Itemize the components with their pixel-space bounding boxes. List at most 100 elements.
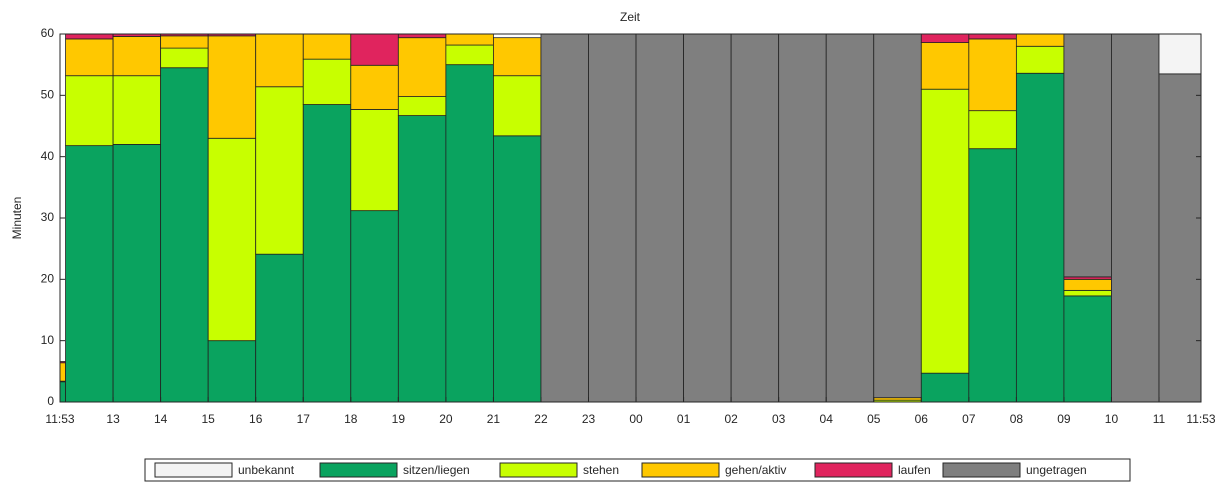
- bar-segment: [588, 33, 637, 403]
- x-tick-label: 00: [629, 412, 643, 426]
- bar-segment: [1015, 45, 1065, 74]
- bar-segment: [350, 64, 399, 110]
- y-tick-label: 30: [41, 210, 55, 224]
- x-tick-label: 05: [867, 412, 881, 426]
- legend-label: sitzen/liegen: [403, 463, 470, 477]
- bar-segment: [920, 372, 970, 403]
- x-tick-label: 11: [1153, 412, 1166, 426]
- bar-segment: [493, 75, 542, 137]
- x-tick-label: 16: [249, 412, 263, 426]
- bar-segment: [397, 115, 447, 403]
- legend-swatch: [154, 462, 233, 478]
- bar-segment: [445, 44, 494, 66]
- x-tick-label: 10: [1105, 412, 1119, 426]
- legend-label: gehen/aktiv: [725, 463, 786, 477]
- bar-segment: [873, 33, 922, 399]
- bar-segment: [540, 33, 589, 403]
- bar-segment: [778, 33, 827, 403]
- bar-segment: [1063, 289, 1112, 297]
- y-tick-label: 0: [47, 394, 54, 408]
- bar-segment: [968, 33, 1017, 40]
- x-tick-label: 21: [487, 412, 501, 426]
- x-tick-label: 18: [344, 412, 358, 426]
- bar-segment: [968, 38, 1017, 112]
- y-tick-label: 60: [41, 26, 55, 40]
- x-tick-label: 19: [392, 412, 406, 426]
- bar-segment: [920, 33, 970, 43]
- x-tick-label: 15: [201, 412, 215, 426]
- legend-label: ungetragen: [1026, 463, 1087, 477]
- legend-label: stehen: [583, 463, 619, 477]
- bar-segment: [1158, 73, 1202, 403]
- x-tick-label: 22: [534, 412, 548, 426]
- bar-segment: [59, 381, 66, 403]
- legend-swatch: [814, 462, 893, 478]
- legend-label: laufen: [898, 463, 931, 477]
- bar-segment: [397, 96, 447, 116]
- bar-segment: [1063, 295, 1112, 403]
- x-tick-label: 04: [820, 412, 834, 426]
- bar-segment: [302, 33, 352, 60]
- bar-segment: [255, 86, 304, 255]
- x-tick-label: 06: [915, 412, 929, 426]
- x-tick-label: 02: [724, 412, 738, 426]
- bar-segment: [302, 104, 352, 403]
- x-tick-label: 20: [439, 412, 453, 426]
- bar-segment: [302, 58, 352, 105]
- x-tick-label: 07: [962, 412, 976, 426]
- bar-segment: [65, 38, 114, 77]
- y-axis-label: Minuten: [10, 197, 24, 240]
- x-tick-label: 08: [1010, 412, 1024, 426]
- bar-segment: [397, 37, 447, 97]
- legend-swatch: [942, 462, 1021, 478]
- bar-segment: [730, 33, 780, 403]
- bar-segment: [445, 33, 494, 46]
- bar-segment: [160, 35, 209, 49]
- bar-segment: [112, 143, 162, 403]
- bar-segment: [59, 361, 66, 364]
- bar-segment: [160, 47, 209, 69]
- x-tick-label: 01: [677, 412, 691, 426]
- bar-segment: [1158, 33, 1202, 75]
- legend-swatch: [641, 462, 720, 478]
- bar-segment: [1015, 72, 1065, 403]
- bar-segment: [1063, 278, 1112, 291]
- bar-segment: [683, 33, 732, 403]
- bar-segment: [920, 88, 970, 374]
- legend-swatch: [499, 462, 578, 478]
- bar-segment: [65, 75, 114, 147]
- x-tick-label: 13: [106, 412, 120, 426]
- bar-segment: [160, 67, 209, 403]
- bar-segment: [207, 35, 257, 139]
- bar-segment: [65, 145, 114, 403]
- bar-segment: [207, 340, 257, 403]
- bar-segment: [1111, 33, 1160, 403]
- bar-segment: [59, 362, 66, 382]
- bar-segment: [493, 135, 542, 403]
- chart-title: Zeit: [620, 10, 641, 24]
- bar-segment: [350, 210, 399, 403]
- bar-segment: [350, 33, 399, 66]
- y-tick-label: 20: [41, 272, 55, 286]
- bar-segment: [1015, 33, 1065, 47]
- bar-segment: [255, 253, 304, 403]
- bar-segment: [207, 137, 257, 342]
- bar-segment: [920, 42, 970, 90]
- x-tick-label: 23: [582, 412, 596, 426]
- bar-segment: [635, 33, 684, 403]
- x-tick-label: 14: [154, 412, 168, 426]
- y-tick-label: 50: [41, 88, 55, 102]
- bar-segment: [1063, 33, 1112, 278]
- bar-segment: [112, 36, 162, 77]
- x-tick-label: 11:53: [45, 412, 74, 426]
- x-tick-label: 03: [772, 412, 786, 426]
- y-tick-label: 40: [41, 149, 55, 163]
- x-tick-label: 17: [297, 412, 311, 426]
- bar-segment: [397, 33, 447, 39]
- bar-segment: [65, 33, 114, 40]
- bar-segment: [968, 110, 1017, 150]
- x-tick-label: 11:53: [1186, 412, 1215, 426]
- y-tick-label: 10: [41, 333, 55, 347]
